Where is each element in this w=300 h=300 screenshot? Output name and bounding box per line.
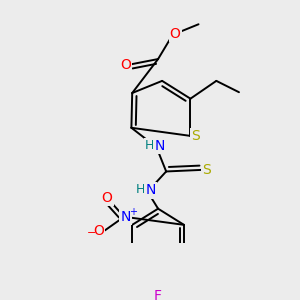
Text: N: N (154, 139, 165, 153)
Text: S: S (202, 163, 211, 177)
Text: +: + (129, 207, 136, 218)
Text: N: N (145, 184, 156, 197)
Text: O: O (102, 191, 112, 205)
Text: F: F (154, 289, 162, 300)
Text: H: H (136, 183, 146, 196)
Text: O: O (120, 58, 131, 72)
Text: S: S (191, 129, 200, 143)
Text: −: − (87, 228, 96, 239)
Text: O: O (93, 224, 104, 238)
Text: O: O (169, 27, 181, 40)
Text: H: H (145, 139, 154, 152)
Text: N: N (120, 210, 130, 224)
